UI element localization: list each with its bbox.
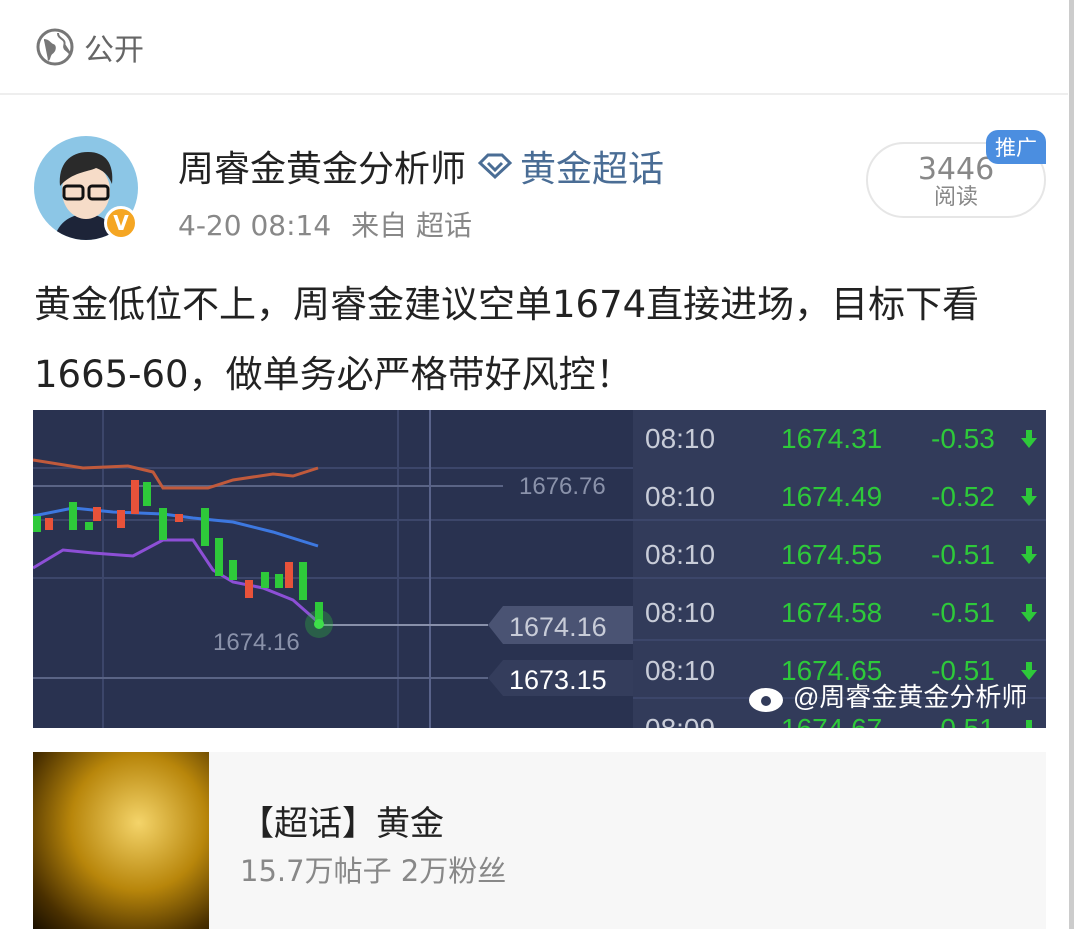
tick-change: -0.53 <box>931 423 995 454</box>
topic-card-stats: 15.7万帖子 2万粉丝 <box>240 854 507 888</box>
last-price-label: 1674.16 <box>213 629 300 656</box>
down-arrow-icon <box>1021 488 1037 506</box>
down-arrow-icon <box>1021 604 1037 622</box>
down-arrow-icon <box>1021 430 1037 448</box>
topic-card-title: 【超话】黄金 <box>240 804 444 844</box>
tick-change: -0.51 <box>931 539 995 570</box>
post-text: 黄金低位不上，周睿金建议空单1674直接进场，目标下看1665-60，做单务必严… <box>34 283 980 396</box>
topic-thumbnail <box>33 752 209 929</box>
tick-time: 08:10 <box>645 423 715 454</box>
tick-change: -0.51 <box>931 713 995 728</box>
visibility-bar: 公开 <box>0 0 1068 95</box>
tick-change: -0.52 <box>931 481 995 512</box>
tick-price: 1674.31 <box>781 423 882 454</box>
price-level-label: 1676.76 <box>519 473 606 500</box>
tick-time: 08:10 <box>645 481 715 512</box>
down-arrow-icon <box>1021 720 1037 728</box>
tick-time: 08:10 <box>645 655 715 686</box>
read-count-button[interactable]: 3446 阅读 <box>866 142 1046 218</box>
tick-time: 08:10 <box>645 597 715 628</box>
weibo-logo-icon <box>749 688 783 712</box>
read-count: 3446 <box>917 152 995 187</box>
scrollbar[interactable] <box>1069 0 1074 929</box>
down-arrow-icon <box>1021 546 1037 564</box>
verified-badge: V <box>104 206 138 240</box>
diamond-icon <box>477 153 513 180</box>
read-label: 阅读 <box>933 185 978 210</box>
tick-price: 1674.49 <box>781 481 882 512</box>
topic-card[interactable]: 【超话】黄金 15.7万帖子 2万粉丝 <box>33 752 1046 929</box>
tick-price: 1674.67 <box>781 713 882 728</box>
tick-time: 08:10 <box>645 539 715 570</box>
tick-price: 1674.55 <box>781 539 882 570</box>
lower-price-tag: 1673.15 <box>509 665 607 695</box>
tick-change: -0.51 <box>931 655 995 686</box>
topic-link[interactable]: 黄金超话 <box>520 149 665 190</box>
post-source: 来自 超话 <box>351 209 473 242</box>
promo-badge: 推广 <box>986 130 1046 164</box>
post-time: 4-20 08:14 <box>178 209 332 242</box>
tick-price: 1674.65 <box>781 655 882 686</box>
globe-icon <box>36 28 74 65</box>
tick-change: -0.51 <box>931 597 995 628</box>
post-meta: 4-20 08:14 来自 超话 <box>178 204 472 244</box>
current-price-tag: 1674.16 <box>509 612 607 642</box>
author-name[interactable]: 周睿金黄金分析师 <box>178 149 467 190</box>
tick-time: 08:09 <box>645 713 715 728</box>
post-image[interactable]: 1676.76 1674.16 1674.16 1673.15 08:10 167… <box>33 410 1046 728</box>
author-row: 周睿金黄金分析师 黄金超话 <box>178 140 664 192</box>
down-arrow-icon <box>1021 662 1037 680</box>
visibility-label: 公开 <box>84 32 144 68</box>
image-watermark: @周睿金黄金分析师 <box>793 682 1027 712</box>
tick-price: 1674.58 <box>781 597 882 628</box>
